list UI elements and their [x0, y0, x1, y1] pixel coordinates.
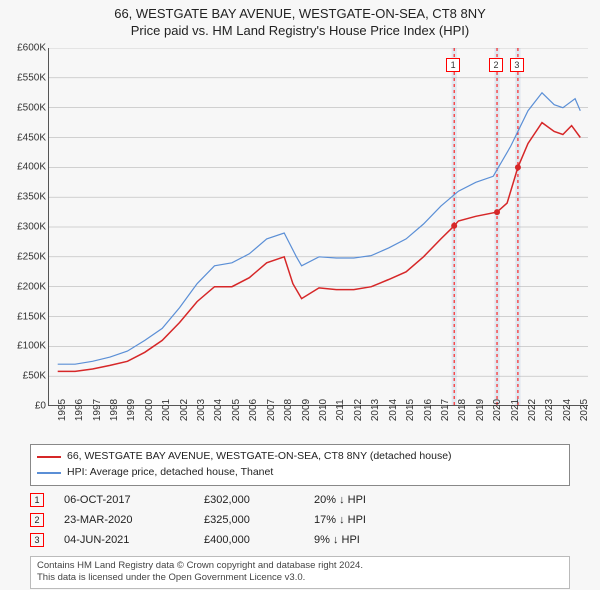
- x-tick-label: 1996: [74, 399, 85, 421]
- x-tick-label: 2024: [562, 399, 573, 421]
- x-tick-label: 1999: [126, 399, 137, 421]
- transaction-marker: 2: [30, 513, 44, 527]
- legend-swatch: [37, 456, 61, 458]
- x-tick-label: 2005: [231, 399, 242, 421]
- transaction-row: 2 23-MAR-2020£325,00017% ↓ HPI: [30, 510, 570, 530]
- chart-titles: 66, WESTGATE BAY AVENUE, WESTGATE-ON-SEA…: [0, 0, 600, 40]
- legend: 66, WESTGATE BAY AVENUE, WESTGATE-ON-SEA…: [30, 444, 570, 486]
- marker-box: 2: [489, 58, 503, 72]
- chart-title-1: 66, WESTGATE BAY AVENUE, WESTGATE-ON-SEA…: [0, 6, 600, 23]
- x-tick-label: 2025: [579, 399, 590, 421]
- transaction-date: 06-OCT-2017: [64, 494, 204, 506]
- y-tick-label: £550K: [17, 72, 46, 83]
- x-tick-label: 2020: [492, 399, 503, 421]
- transaction-price: £302,000: [204, 494, 314, 506]
- x-tick-label: 2011: [335, 399, 346, 421]
- x-tick-label: 2003: [196, 399, 207, 421]
- y-tick-label: £200K: [17, 281, 46, 292]
- legend-item: 66, WESTGATE BAY AVENUE, WESTGATE-ON-SEA…: [37, 449, 563, 465]
- x-tick-label: 1997: [92, 399, 103, 421]
- x-tick-label: 2013: [370, 399, 381, 421]
- x-tick-label: 2001: [161, 399, 172, 421]
- y-tick-label: £500K: [17, 102, 46, 113]
- y-tick-label: £0: [35, 401, 46, 412]
- x-tick-label: 2021: [510, 399, 521, 421]
- transactions-table: 1 06-OCT-2017£302,00020% ↓ HPI 2 23-MAR-202…: [30, 490, 570, 550]
- y-tick-label: £450K: [17, 132, 46, 143]
- y-tick-label: £150K: [17, 311, 46, 322]
- y-tick-label: £400K: [17, 162, 46, 173]
- transaction-delta: 9% ↓ HPI: [314, 534, 424, 546]
- transaction-delta: 20% ↓ HPI: [314, 494, 424, 506]
- chart-container: 66, WESTGATE BAY AVENUE, WESTGATE-ON-SEA…: [0, 0, 600, 590]
- legend-label: 66, WESTGATE BAY AVENUE, WESTGATE-ON-SEA…: [67, 449, 452, 465]
- y-tick-label: £100K: [17, 341, 46, 352]
- x-tick-label: 2009: [301, 399, 312, 421]
- y-tick-label: £300K: [17, 222, 46, 233]
- x-tick-label: 2023: [544, 399, 555, 421]
- footer-line-2: This data is licensed under the Open Gov…: [37, 572, 563, 584]
- legend-label: HPI: Average price, detached house, Than…: [67, 465, 273, 481]
- x-tick-label: 2006: [248, 399, 259, 421]
- x-tick-label: 2015: [405, 399, 416, 421]
- x-tick-label: 2017: [440, 399, 451, 421]
- transaction-delta: 17% ↓ HPI: [314, 514, 424, 526]
- x-tick-label: 2019: [475, 399, 486, 421]
- x-tick-label: 2012: [353, 399, 364, 421]
- x-tick-label: 1998: [109, 399, 120, 421]
- x-tick-label: 1995: [57, 399, 68, 421]
- plot-area: [48, 48, 588, 406]
- transaction-marker: 1: [30, 493, 44, 507]
- x-tick-label: 2007: [266, 399, 277, 421]
- transaction-price: £400,000: [204, 534, 314, 546]
- y-tick-label: £250K: [17, 251, 46, 262]
- x-tick-label: 2018: [457, 399, 468, 421]
- y-tick-label: £350K: [17, 192, 46, 203]
- x-tick-label: 2008: [283, 399, 294, 421]
- transaction-row: 1 06-OCT-2017£302,00020% ↓ HPI: [30, 490, 570, 510]
- y-tick-label: £50K: [23, 371, 46, 382]
- legend-swatch: [37, 472, 61, 474]
- transaction-row: 3 04-JUN-2021£400,0009% ↓ HPI: [30, 530, 570, 550]
- marker-box: 3: [510, 58, 524, 72]
- x-tick-label: 2000: [144, 399, 155, 421]
- x-tick-label: 2010: [318, 399, 329, 421]
- transaction-marker: 3: [30, 533, 44, 547]
- footer-line-1: Contains HM Land Registry data © Crown c…: [37, 560, 563, 572]
- transaction-date: 04-JUN-2021: [64, 534, 204, 546]
- y-tick-label: £600K: [17, 43, 46, 54]
- legend-item: HPI: Average price, detached house, Than…: [37, 465, 563, 481]
- x-tick-label: 2004: [213, 399, 224, 421]
- chart-svg: [49, 48, 588, 405]
- x-tick-label: 2014: [388, 399, 399, 421]
- marker-box: 1: [446, 58, 460, 72]
- chart-title-2: Price paid vs. HM Land Registry's House …: [0, 23, 600, 40]
- x-tick-label: 2022: [527, 399, 538, 421]
- transaction-date: 23-MAR-2020: [64, 514, 204, 526]
- x-tick-label: 2016: [423, 399, 434, 421]
- footer: Contains HM Land Registry data © Crown c…: [30, 556, 570, 589]
- x-tick-label: 2002: [179, 399, 190, 421]
- transaction-price: £325,000: [204, 514, 314, 526]
